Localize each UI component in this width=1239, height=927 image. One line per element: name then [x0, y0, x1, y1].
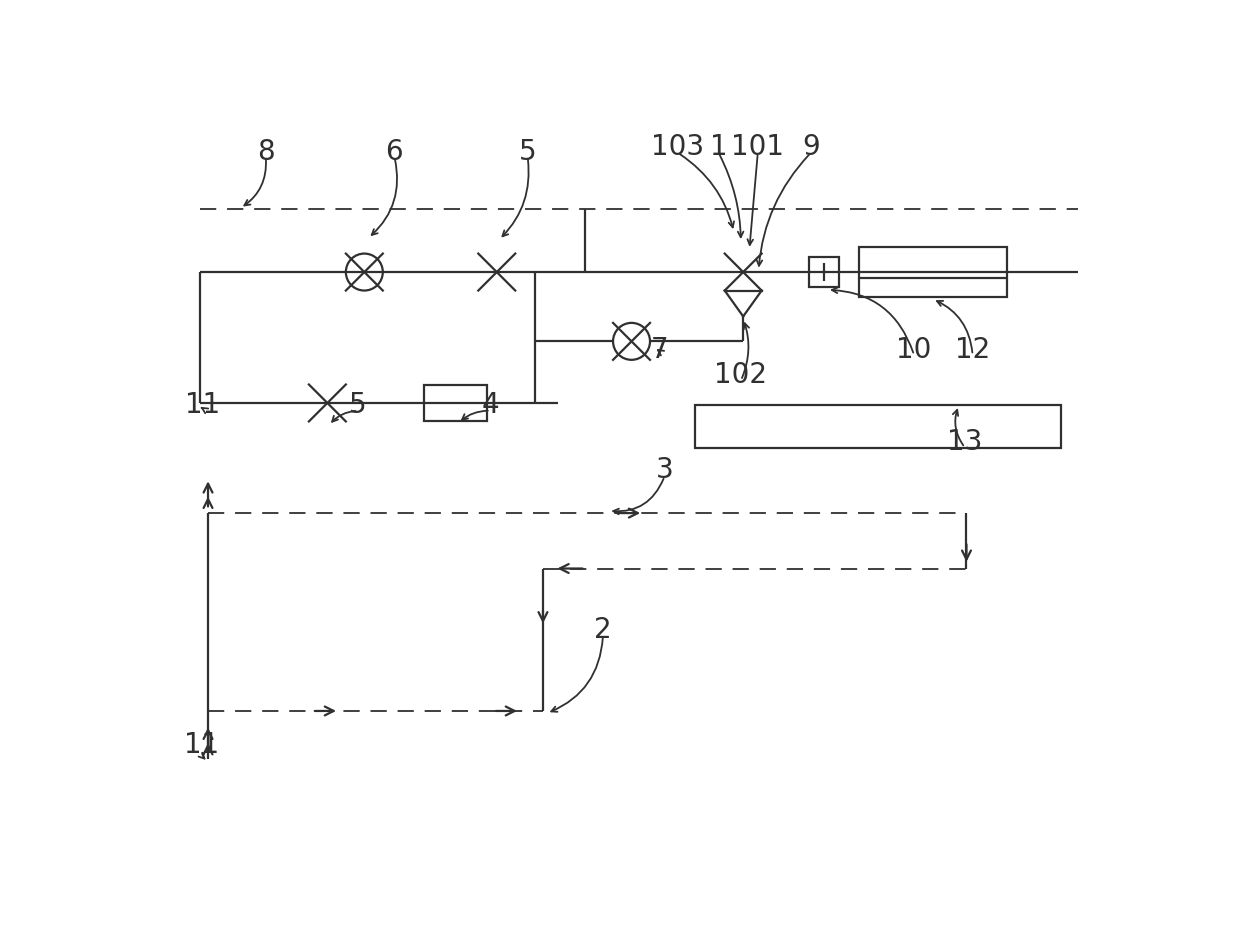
Text: 5: 5 — [349, 390, 367, 418]
Bar — [809, 258, 840, 288]
Text: 3: 3 — [655, 456, 674, 484]
Text: 2: 2 — [595, 615, 612, 643]
Text: 12: 12 — [955, 336, 990, 363]
Text: 7: 7 — [652, 336, 669, 363]
Text: 103: 103 — [652, 133, 704, 160]
Text: 10: 10 — [897, 336, 932, 363]
Bar — [859, 248, 1006, 298]
Text: 101: 101 — [731, 133, 784, 160]
Text: 6: 6 — [385, 138, 403, 166]
Text: 11: 11 — [185, 730, 219, 758]
Bar — [695, 406, 1061, 448]
Text: 5: 5 — [519, 138, 536, 166]
Text: 9: 9 — [802, 133, 820, 160]
Text: 1: 1 — [710, 133, 727, 160]
Bar — [424, 386, 487, 421]
Text: 4: 4 — [482, 390, 499, 418]
Text: 13: 13 — [948, 428, 983, 456]
Text: 102: 102 — [715, 362, 767, 389]
Text: 8: 8 — [256, 138, 275, 166]
Text: 11: 11 — [185, 390, 221, 418]
